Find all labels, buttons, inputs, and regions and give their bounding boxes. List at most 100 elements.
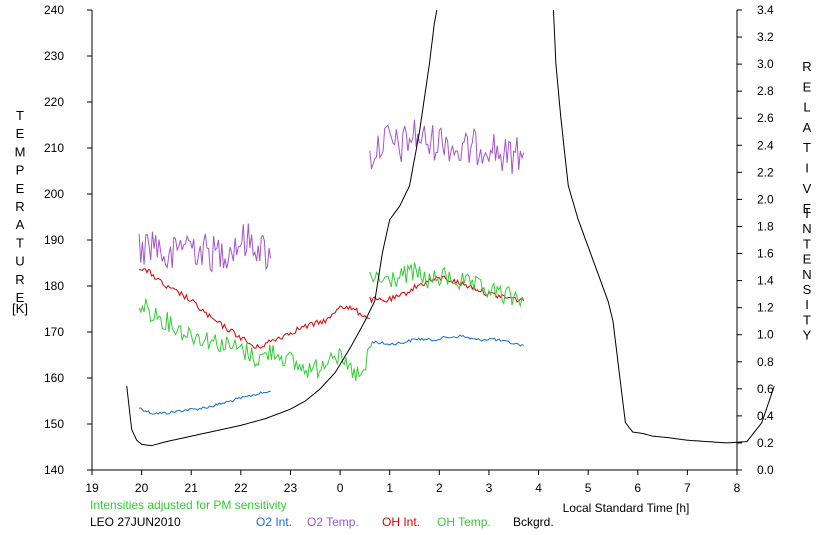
right-axis-title-intensity-letter: T xyxy=(803,236,811,251)
series-oh-temp xyxy=(138,262,525,381)
series-line-segment xyxy=(552,9,775,444)
right-axis-title-relative-letter: E xyxy=(803,79,812,94)
right-tick-label: 1.4 xyxy=(757,274,774,288)
right-axis-title-relative-letter: T xyxy=(803,140,811,155)
series-o2-temp xyxy=(138,119,525,273)
left-axis-title-letter: T xyxy=(16,235,24,250)
left-axis-ticks: 140 150 160 170 180 190 200 210 220 230 240 xyxy=(44,3,92,477)
x-tick-label: 4 xyxy=(535,481,542,495)
x-tick-label: 21 xyxy=(185,481,199,495)
series-layer xyxy=(126,9,775,447)
right-axis-title-intensity-letter: S xyxy=(803,282,812,297)
right-axis-title-relative-letter: A xyxy=(803,120,812,135)
series-line-segment xyxy=(138,223,272,273)
right-tick-label: 0.4 xyxy=(757,409,774,423)
right-axis-title-intensity-letter: N xyxy=(802,267,811,282)
left-tick-label: 150 xyxy=(44,417,64,431)
x-axis-label: Local Standard Time [h] xyxy=(563,501,690,515)
series-line-segment xyxy=(138,298,373,381)
right-tick-label: 2.6 xyxy=(757,111,774,125)
left-tick-label: 200 xyxy=(44,187,64,201)
left-axis-title-letter: A xyxy=(16,217,25,232)
series-line-segment xyxy=(139,390,271,415)
right-tick-label: 2.8 xyxy=(757,84,774,98)
x-tick-label: 20 xyxy=(135,481,149,495)
x-tick-label: 8 xyxy=(734,481,741,495)
left-tick-label: 220 xyxy=(44,95,64,109)
x-tick-label: 23 xyxy=(284,481,298,495)
right-axis-title-intensity-letter: E xyxy=(803,252,812,267)
x-tick-label: 0 xyxy=(337,481,344,495)
series-line-segment xyxy=(369,262,525,308)
right-axis-title-intensity-letter: I xyxy=(805,206,809,221)
right-axis-ticks: 0.0 0.2 0.4 0.6 0.8 1.0 1.2 1.4 1.6 1.8 2.0 2.2 2.4 2… xyxy=(737,3,774,477)
left-axis-title-letter: P xyxy=(16,163,25,178)
x-tick-label: 22 xyxy=(234,481,248,495)
x-tick-label: 19 xyxy=(85,481,99,495)
x-tick-label: 6 xyxy=(634,481,641,495)
right-tick-label: 0.0 xyxy=(757,463,774,477)
right-tick-label: 1.6 xyxy=(757,247,774,261)
left-axis-title-letter: R xyxy=(15,272,24,287)
left-axis-title-letter: E xyxy=(16,126,25,141)
left-tick-label: 140 xyxy=(44,463,64,477)
left-tick-label: 210 xyxy=(44,141,64,155)
legend-entry: O2 Temp. xyxy=(307,515,359,529)
right-tick-label: 2.0 xyxy=(757,192,774,206)
x-tick-label: 3 xyxy=(486,481,493,495)
left-axis-title-letter: U xyxy=(15,254,24,269)
left-axis-unit: [K] xyxy=(12,301,28,316)
right-tick-label: 1.2 xyxy=(757,301,774,315)
left-tick-label: 170 xyxy=(44,325,64,339)
series-line-segment xyxy=(139,268,370,350)
left-axis-title-letter: E xyxy=(16,181,25,196)
right-axis-title-intensity-letter: N xyxy=(802,221,811,236)
x-axis-ticks: 19 20 21 22 23 0 1 2 3 4 5 6 7 8 xyxy=(85,470,741,495)
right-axis-title-intensity-letter: Y xyxy=(803,328,812,343)
right-tick-label: 1.0 xyxy=(757,328,774,342)
right-axis-title-intensity-letter: I xyxy=(805,297,809,312)
right-tick-label: 1.8 xyxy=(757,219,774,233)
right-axis-title-relative-letter: I xyxy=(805,161,809,176)
sensitivity-note: Intensities adjusted for PM sensitivity xyxy=(90,498,287,512)
left-tick-label: 240 xyxy=(44,3,64,17)
x-tick-label: 5 xyxy=(585,481,592,495)
right-axis-title-relative-letter: E xyxy=(803,201,812,216)
legend: O2 Int. O2 Temp. OH Int. OH Temp. Bckgrd. xyxy=(256,515,554,529)
x-tick-label: 2 xyxy=(436,481,443,495)
x-tick-label: 7 xyxy=(684,481,691,495)
right-tick-label: 3.4 xyxy=(757,3,774,17)
right-tick-label: 2.2 xyxy=(757,165,774,179)
right-tick-label: 0.2 xyxy=(757,436,774,450)
right-tick-label: 2.4 xyxy=(757,138,774,152)
legend-entry: O2 Int. xyxy=(256,515,292,529)
left-tick-label: 160 xyxy=(44,371,64,385)
left-tick-label: 180 xyxy=(44,279,64,293)
right-tick-label: 0.8 xyxy=(757,355,774,369)
left-axis-title-letter: M xyxy=(15,144,26,159)
right-axis-title-relative-letter: V xyxy=(803,181,812,196)
right-tick-label: 3.0 xyxy=(757,57,774,71)
series-o2-int xyxy=(139,334,524,415)
right-axis-title-relative-letter: R xyxy=(802,59,811,74)
left-tick-label: 190 xyxy=(44,233,64,247)
left-axis-title-letter: E xyxy=(16,290,25,305)
station-date: LEO 27JUN2010 xyxy=(90,515,181,529)
left-axis-title-letter: T xyxy=(16,108,24,123)
legend-entry: Bckgrd. xyxy=(513,515,554,529)
left-tick-label: 230 xyxy=(44,49,64,63)
legend-entry: OH Temp. xyxy=(437,515,491,529)
right-tick-label: 3.2 xyxy=(757,30,774,44)
right-axis-title-relative-letter: L xyxy=(803,100,810,115)
left-axis-title-letter: R xyxy=(15,199,24,214)
right-tick-label: 0.6 xyxy=(757,382,774,396)
series-line-segment xyxy=(371,334,524,347)
series-bckgrd xyxy=(126,9,775,447)
x-tick-label: 1 xyxy=(386,481,393,495)
series-oh-int xyxy=(139,268,525,350)
series-line-segment xyxy=(126,9,438,447)
legend-entry: OH Int. xyxy=(382,515,420,529)
